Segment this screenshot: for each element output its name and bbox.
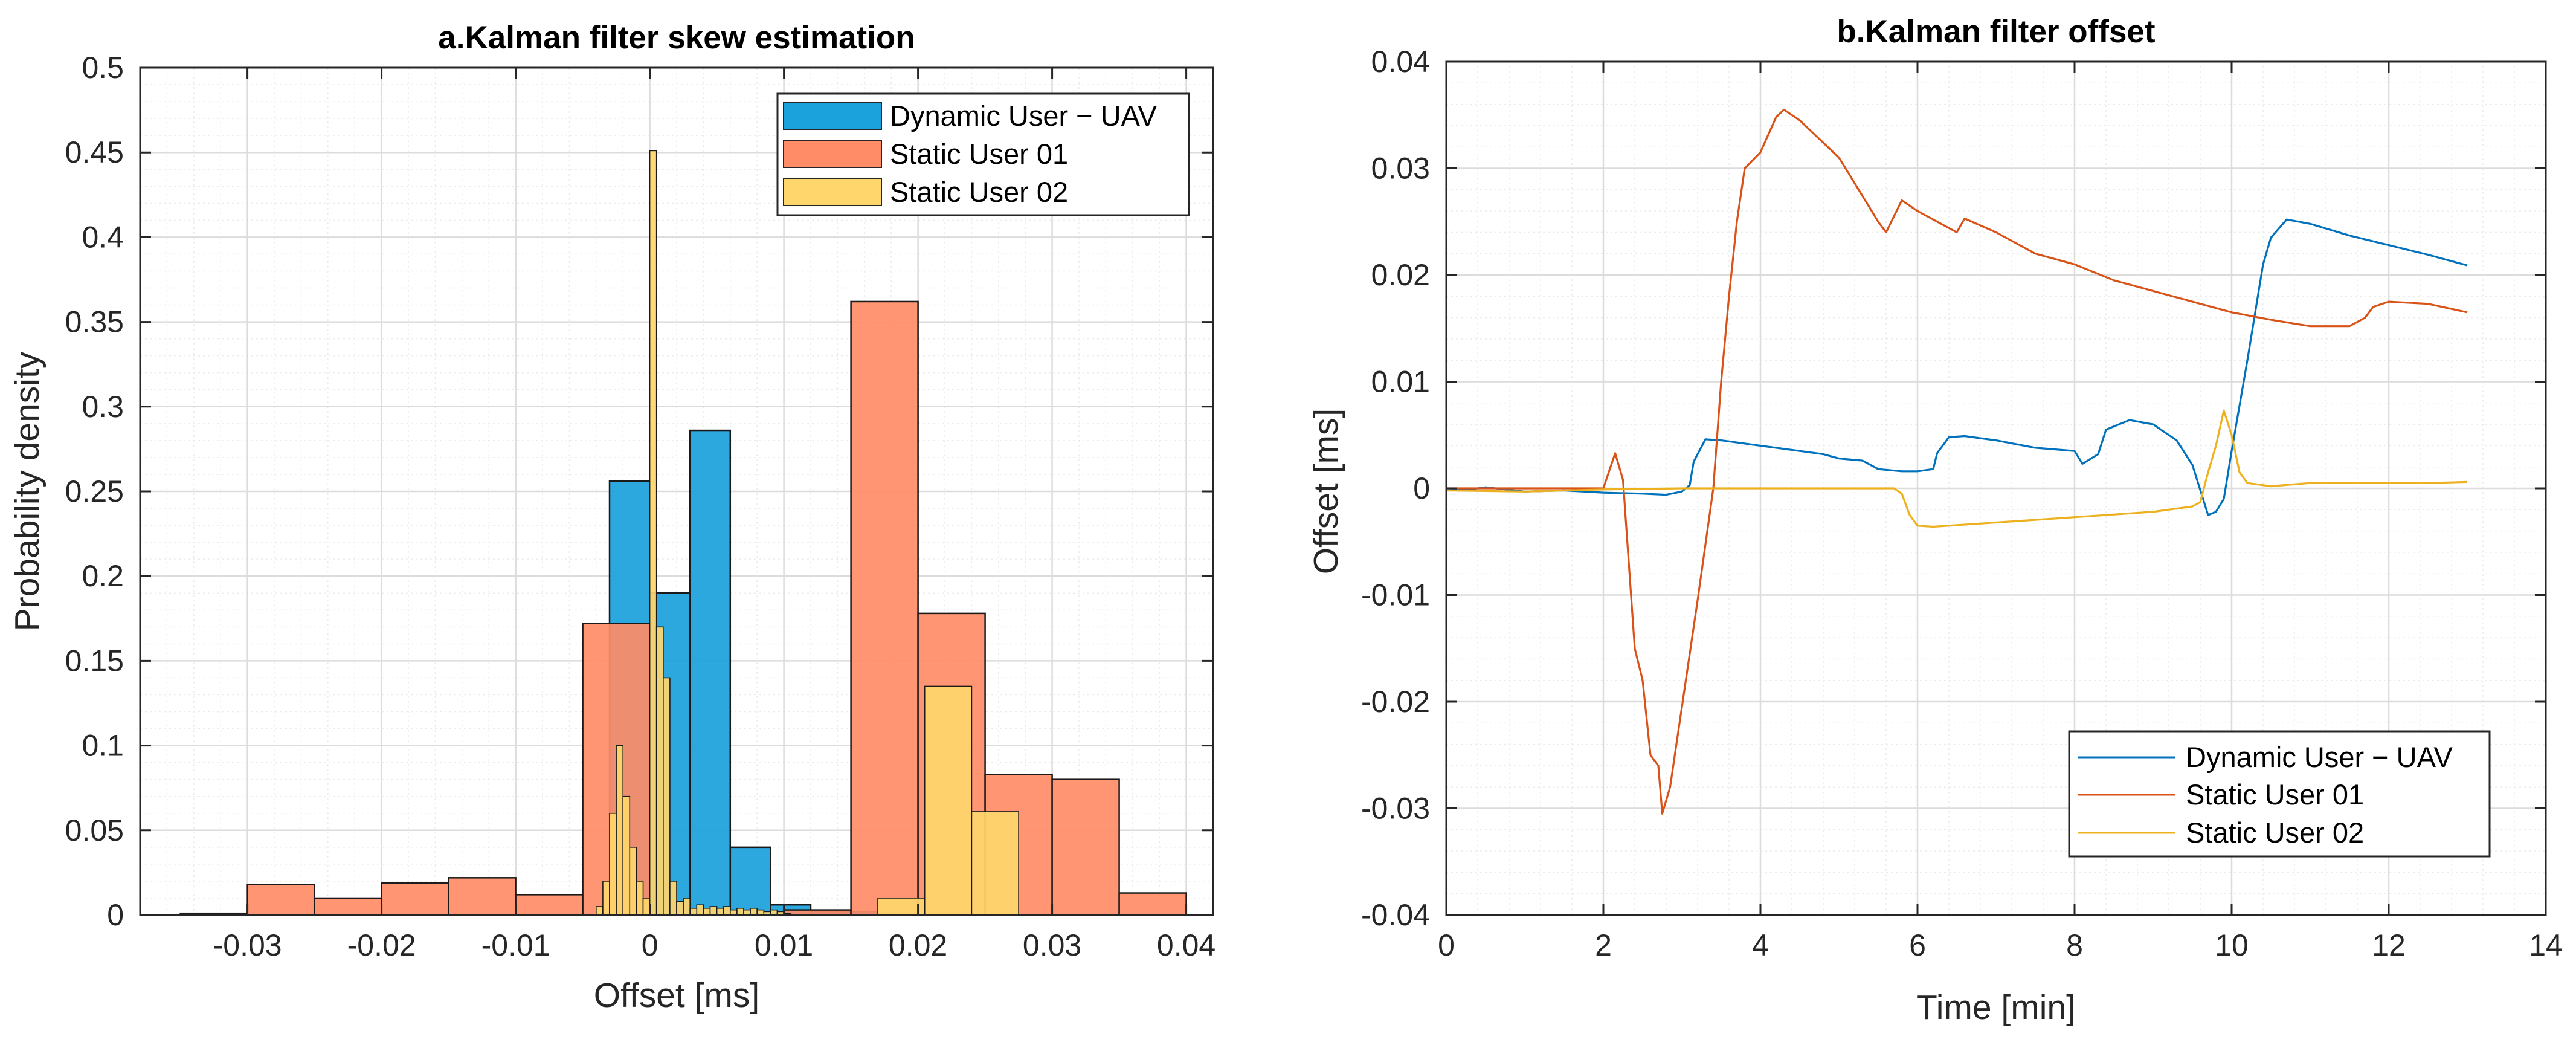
- bar-uav: [689, 429, 732, 916]
- bar-static-user-02: [683, 898, 691, 916]
- legend-swatch-uav: [783, 102, 882, 130]
- histogram-legend: Dynamic User − UAV Static User 01 Static…: [776, 92, 1190, 216]
- y-tick-label: 0.02: [1371, 258, 1430, 292]
- x-tick-label: -0.01: [481, 928, 550, 962]
- y-tick-label: 0.5: [82, 51, 124, 85]
- bar-static-user-01: [314, 897, 382, 916]
- bar-static-user-02: [609, 812, 617, 916]
- bar-static-user-02: [689, 907, 698, 916]
- histogram-y-axis-label: Probability density: [8, 351, 47, 631]
- y-tick-label: 0.3: [82, 390, 124, 424]
- line-ticks: 0 2 4 6 8 10 12 14 -0.04 -0.03 -0.02 -0.01 0 0.01 0.02…: [1361, 45, 2563, 962]
- bar-static-user-01: [448, 877, 517, 916]
- bar-static-user-02: [750, 907, 758, 916]
- bar-static-user-02: [723, 906, 731, 916]
- histogram-title: a.Kalman filter skew estimation: [438, 20, 915, 56]
- bar-static-user-02: [709, 906, 718, 916]
- x-tick-label: -0.02: [347, 928, 416, 962]
- x-tick-label: 2: [1595, 928, 1612, 962]
- legend-label-static-user-02: Static User 02: [2186, 817, 2364, 849]
- y-tick-label: 0.25: [65, 474, 124, 508]
- series-static-user-02: [595, 150, 1019, 916]
- bar-static-user-02: [669, 881, 677, 916]
- legend-label-static-user-01: Static User 01: [890, 138, 1068, 170]
- y-tick-label: 0: [107, 898, 124, 932]
- line-uav: [1446, 218, 2468, 516]
- line-series: [1446, 108, 2468, 815]
- histogram-ticks: -0.03 -0.02 -0.01 0 0.01 0.02 0.03 0.04 0 0.05 0.1…: [65, 51, 1216, 962]
- y-tick-label: -0.01: [1361, 578, 1430, 612]
- x-tick-label: 10: [2215, 928, 2249, 962]
- y-tick-label: 0.2: [82, 559, 124, 593]
- bar-static-user-02: [703, 907, 711, 916]
- bar-static-user-01: [515, 894, 584, 916]
- bar-static-user-02: [602, 881, 610, 916]
- bar-static-user-02: [676, 901, 684, 916]
- x-tick-label: 0.02: [889, 928, 947, 962]
- line-y-axis-label: Offset [ms]: [1307, 409, 1345, 575]
- legend-label-static-user-02: Static User 02: [890, 176, 1068, 208]
- y-tick-label: 0.03: [1371, 152, 1430, 186]
- legend-label-static-user-01: Static User 01: [2186, 778, 2364, 810]
- x-tick-label: 0.04: [1157, 928, 1216, 962]
- bar-static-user-02: [636, 881, 644, 916]
- x-tick-label: 6: [1909, 928, 1926, 962]
- y-tick-label: 0.1: [82, 729, 124, 763]
- x-tick-label: 12: [2372, 928, 2406, 962]
- histogram-x-axis-label: Offset [ms]: [594, 976, 760, 1015]
- legend-label-uav: Dynamic User − UAV: [890, 100, 1157, 132]
- bar-static-user-01: [246, 884, 315, 916]
- line-legend: Dynamic User − UAV Static User 01 Static…: [2068, 730, 2491, 858]
- histogram-bars: [179, 150, 1187, 916]
- y-tick-label: 0.05: [65, 813, 124, 847]
- legend-label-uav: Dynamic User − UAV: [2186, 741, 2453, 773]
- line-x-axis-label: Time [min]: [1916, 988, 2076, 1027]
- y-tick-label: 0.04: [1371, 45, 1430, 79]
- bar-static-user-01: [850, 300, 919, 916]
- bar-static-user-01: [1051, 778, 1120, 916]
- y-tick-label: -0.04: [1361, 898, 1430, 932]
- line-static-user-02: [1446, 409, 2468, 528]
- legend-swatch-static-user-02: [783, 178, 882, 206]
- line-chart-title: b.Kalman filter offset: [1837, 14, 2155, 50]
- bar-static-user-02: [877, 898, 926, 916]
- bar-static-user-02: [622, 795, 631, 916]
- line-static-user-01: [1446, 108, 2468, 815]
- bar-static-user-02: [629, 847, 637, 916]
- y-tick-label: 0: [1413, 471, 1430, 505]
- bar-static-user-02: [696, 904, 704, 916]
- x-tick-label: 14: [2529, 928, 2563, 962]
- y-tick-label: 0.01: [1371, 365, 1430, 399]
- x-tick-label: 0.03: [1023, 928, 1081, 962]
- y-tick-label: -0.02: [1361, 685, 1430, 719]
- x-tick-label: 0.01: [755, 928, 813, 962]
- y-tick-label: 0.15: [65, 644, 124, 678]
- x-tick-label: -0.03: [213, 928, 282, 962]
- bar-static-user-01: [1118, 892, 1187, 916]
- bar-static-user-02: [716, 907, 724, 916]
- y-tick-label: 0.4: [82, 220, 124, 254]
- bar-static-user-01: [381, 882, 449, 916]
- histogram-panel: -0.03 -0.02 -0.01 0 0.01 0.02 0.03 0.04 0 0.05 0.1…: [8, 20, 1216, 1015]
- x-tick-label: 8: [2066, 928, 2083, 962]
- offset-line-panel: 0 2 4 6 8 10 12 14 -0.04 -0.03 -0.02 -0.01 0 0.01 0.02…: [1307, 14, 2563, 1027]
- x-tick-label: 4: [1752, 928, 1769, 962]
- legend-swatch-static-user-01: [783, 140, 882, 168]
- bar-static-user-02: [616, 745, 623, 916]
- bar-static-user-02: [736, 907, 744, 916]
- bar-uav: [729, 846, 771, 916]
- bar-static-user-02: [642, 898, 651, 916]
- x-tick-label: 0: [642, 928, 658, 962]
- bar-static-user-02: [971, 811, 1019, 916]
- bar-static-user-02: [663, 677, 671, 916]
- y-tick-label: 0.35: [65, 305, 124, 339]
- y-tick-label: -0.03: [1361, 792, 1430, 826]
- bar-static-user-02: [649, 150, 657, 916]
- bar-static-user-02: [595, 906, 604, 916]
- bar-static-user-02: [924, 685, 973, 916]
- y-tick-label: 0.45: [65, 135, 124, 169]
- x-tick-label: 0: [1438, 928, 1455, 962]
- bar-static-user-02: [655, 626, 664, 916]
